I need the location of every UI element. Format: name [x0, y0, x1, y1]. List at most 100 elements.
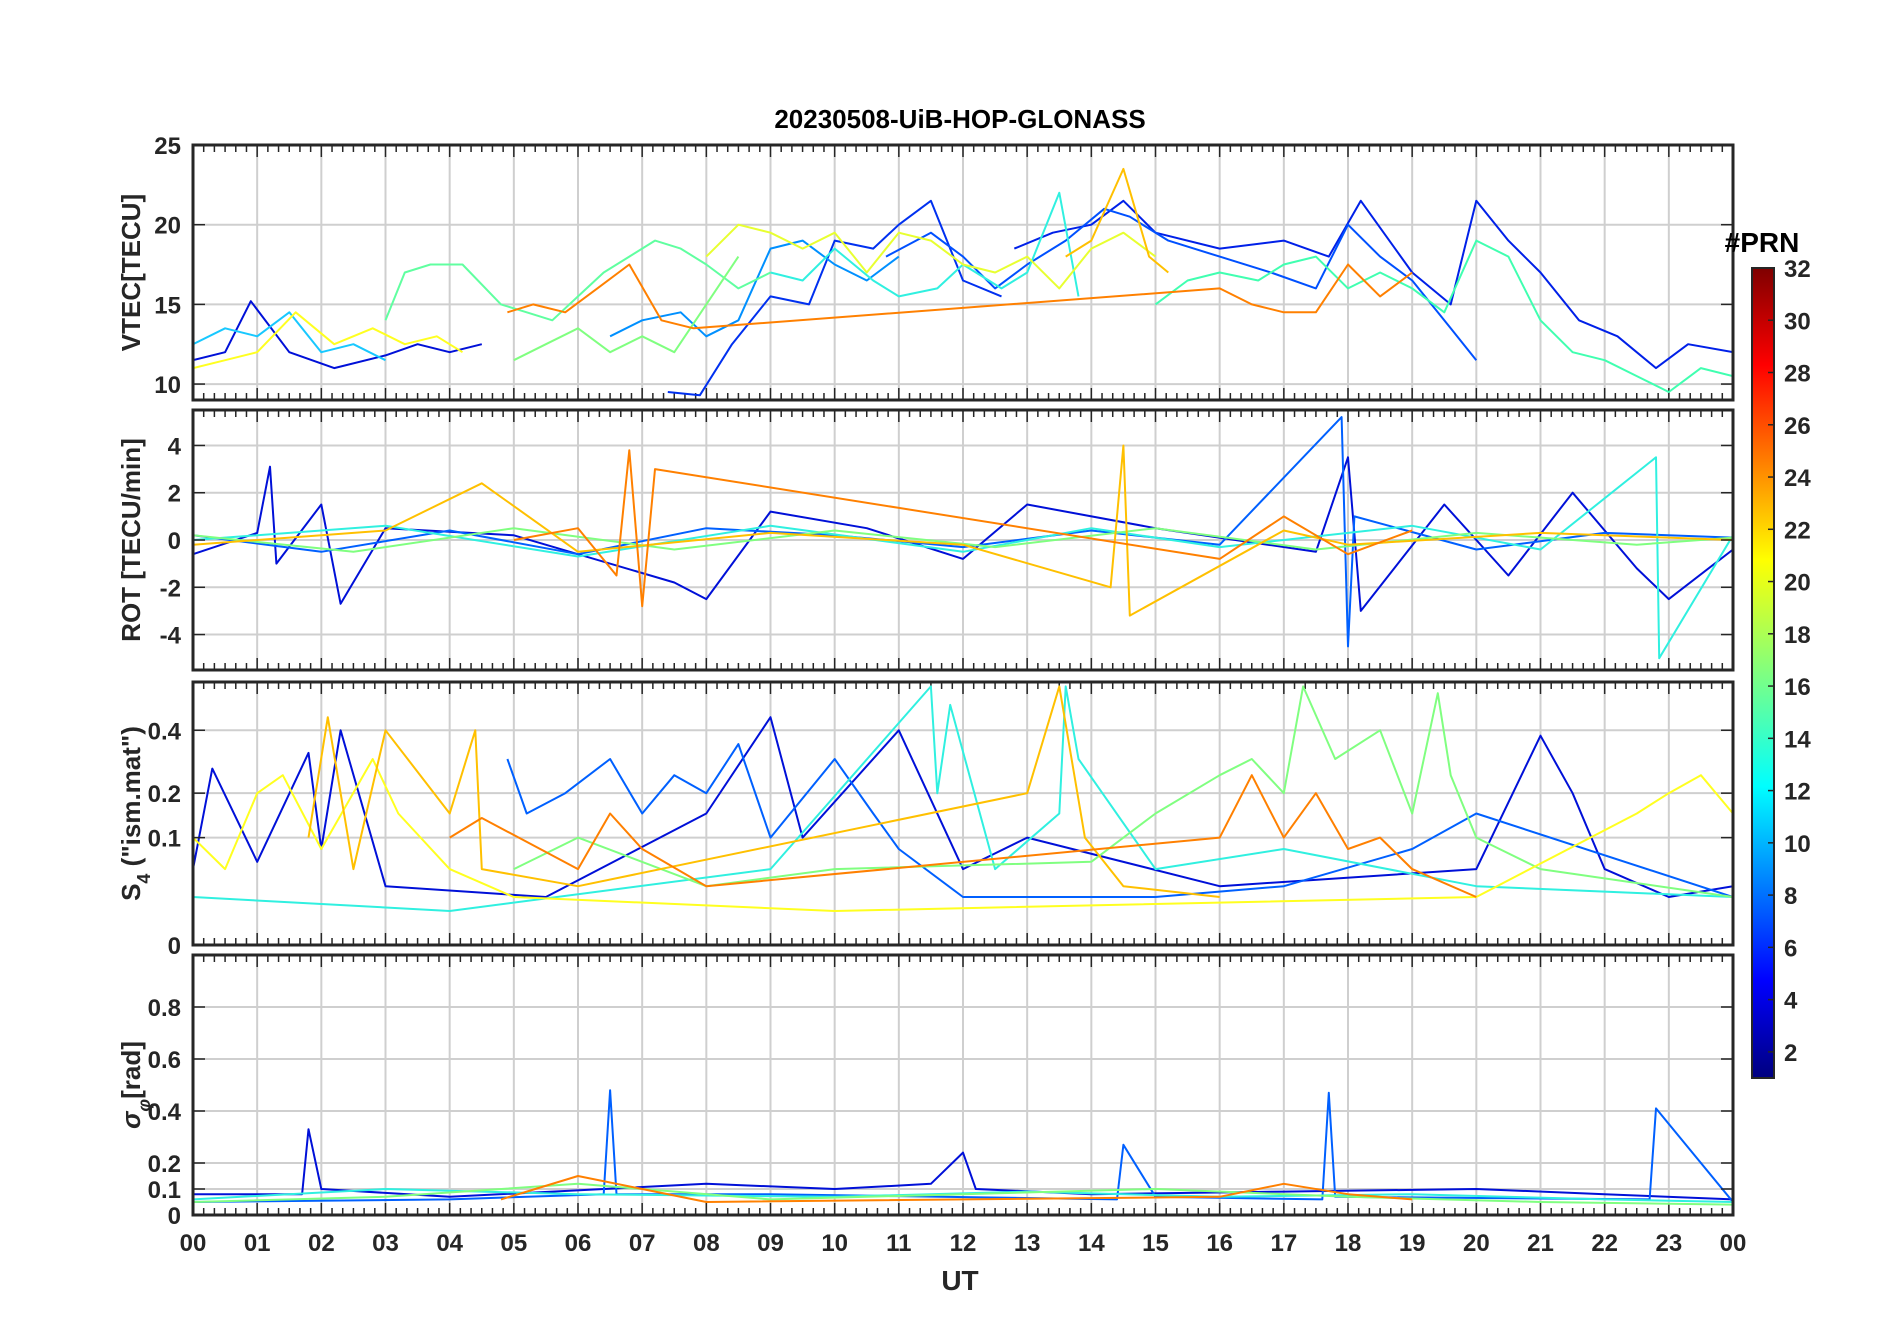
x-tick-label: 04: [436, 1230, 463, 1257]
x-tick-label: 20: [1463, 1230, 1490, 1257]
series-prn-16: [193, 1182, 1733, 1206]
y-tick-label: 0.2: [148, 781, 181, 808]
series-prn-24: [500, 1175, 1413, 1203]
series-prn-2: [193, 716, 1733, 898]
x-tick-label: 12: [950, 1230, 977, 1257]
y-tick-label: 0.1: [148, 1177, 181, 1204]
series-prn-12: [193, 685, 1733, 912]
series-prn-16: [513, 685, 1733, 898]
series-group: [193, 167, 1733, 397]
series-prn-2: [193, 300, 483, 370]
x-tick-label: 17: [1270, 1230, 1297, 1257]
colorbar-tick-label: 10: [1784, 831, 1811, 858]
x-tick-label: 18: [1335, 1230, 1362, 1257]
colorbar-tick-label: 14: [1784, 726, 1811, 753]
x-tick-label: 00: [1720, 1230, 1747, 1257]
y-tick-label: 0: [168, 933, 181, 960]
series-prn-24: [513, 449, 1413, 608]
y-tick-label: 20: [154, 213, 181, 240]
colorbar-tick-label: 22: [1784, 517, 1811, 544]
x-tick-label: 16: [1206, 1230, 1233, 1257]
y-tick-label: 25: [154, 133, 181, 160]
series-prn-22: [1065, 167, 1169, 274]
x-tick-label: 03: [372, 1230, 399, 1257]
y-axis-label: ROT [TECU/min]: [116, 438, 146, 642]
y-tick-label: 0: [168, 528, 181, 555]
y-axis-label-rest: ("ism.mat"): [116, 726, 146, 873]
series-prn-14: [1154, 239, 1733, 393]
chart-title: 20230508-UiB-HOP-GLONASS: [774, 104, 1145, 134]
colorbar-tick-label: 32: [1784, 256, 1811, 283]
x-tick-label: 06: [565, 1230, 592, 1257]
series-prn-24: [507, 263, 1413, 330]
colorbar-tick-label: 8: [1784, 883, 1797, 910]
x-tick-label: 15: [1142, 1230, 1169, 1257]
series-prn-10: [193, 311, 386, 362]
axes-frame: [191, 953, 1735, 1217]
colorbar-tick-label: 2: [1784, 1040, 1797, 1067]
x-tick-label: 09: [757, 1230, 784, 1257]
x-tick-label: 08: [693, 1230, 720, 1257]
y-axis-label-sub: 4: [134, 874, 154, 884]
panel-s4: 00.10.20.4S4 ("ism.mat"): [116, 680, 1735, 960]
series-prn-22: [307, 685, 1220, 898]
x-tick-label: 01: [244, 1230, 271, 1257]
colorbar-tick-label: 28: [1784, 361, 1811, 388]
y-tick-label: 0.6: [148, 1047, 181, 1074]
series-prn-19: [193, 311, 464, 370]
y-axis-label: σφ[rad]: [116, 1041, 154, 1129]
y-tick-label: 0.4: [148, 718, 182, 745]
y-tick-label: 2: [168, 481, 181, 508]
x-tick-label: 21: [1527, 1230, 1554, 1257]
x-tick-label: 02: [308, 1230, 335, 1257]
series-prn-16: [193, 527, 1733, 553]
series-prn-6: [506, 743, 1733, 898]
series-prn-12: [770, 191, 1080, 298]
series-prn-22: [193, 444, 1733, 617]
colorbar-label: #PRN: [1725, 227, 1800, 258]
y-axis-label-main: σ: [116, 1110, 146, 1129]
series-prn-4: [667, 199, 1002, 397]
x-tick-label: 00: [180, 1230, 207, 1257]
y-axis-label-main: S: [116, 884, 146, 901]
colorbar-tick-label: 16: [1784, 674, 1811, 701]
y-tick-label: 4: [168, 433, 182, 460]
series-prn-24: [449, 774, 1477, 898]
series-group: [193, 416, 1733, 660]
y-axis-label-sub: φ: [134, 1099, 154, 1112]
x-tick-label: 19: [1399, 1230, 1426, 1257]
x-tick-label: 11: [886, 1230, 911, 1257]
y-tick-label: 0: [168, 1203, 181, 1230]
panel-sigma_phi: 00.10.2 0.4 0.6 0.8 σφ[rad] 00 01 02 03 04 05 06 07 0…: [116, 953, 1747, 1257]
y-axis-label: VTEC[TECU]: [116, 194, 146, 351]
series-prn-2: [193, 1128, 1733, 1201]
axes-frame: [191, 680, 1735, 947]
x-tick-label: 07: [629, 1230, 656, 1257]
colorbar-tick-label: 24: [1784, 465, 1811, 492]
series-prn-20: [705, 223, 1157, 290]
colorbar-tick-label: 20: [1784, 570, 1811, 597]
x-tick-label: 05: [500, 1230, 527, 1257]
panel-rot: -4 -2 0 2 4 ROT [TECU/min]: [116, 408, 1735, 672]
series-prn-12: [193, 456, 1733, 660]
colorbar-tick-label: 30: [1784, 308, 1811, 335]
series-prn-3: [1013, 199, 1733, 370]
y-axis-label-rest: [rad]: [116, 1041, 146, 1099]
colorbar-tick-label: 26: [1784, 413, 1811, 440]
series-prn-15: [384, 239, 771, 322]
series-group: [193, 685, 1733, 912]
x-tick-label: 13: [1014, 1230, 1041, 1257]
x-tick-label: 23: [1655, 1230, 1682, 1257]
y-tick-label: 0.1: [148, 826, 181, 853]
x-tick-label: 10: [821, 1230, 848, 1257]
y-axis-label: S4 ("ism.mat"): [116, 726, 154, 901]
series-prn-20: [193, 758, 1733, 912]
series-group: [193, 1089, 1733, 1206]
axes-frame: [191, 143, 1735, 402]
y-tick-label: 10: [154, 372, 181, 399]
colorbar-gradient: [1751, 267, 1775, 1079]
